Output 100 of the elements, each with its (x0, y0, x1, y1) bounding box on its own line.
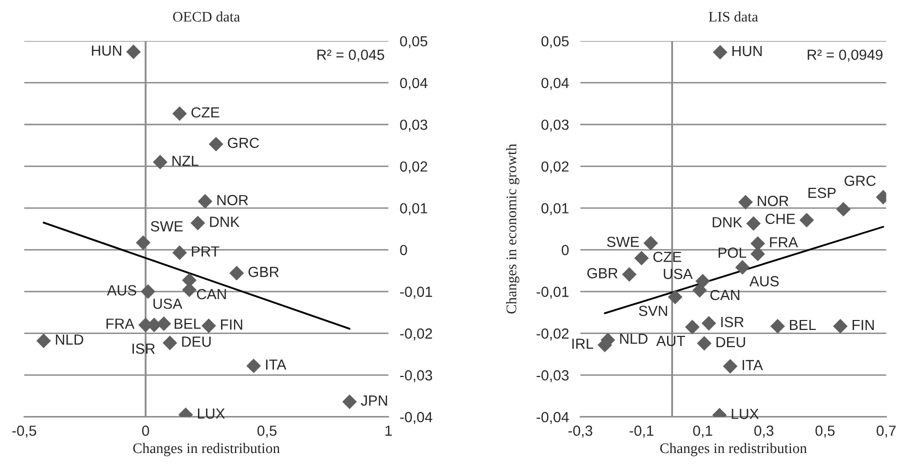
y-tick-label: 0,03 (541, 120, 569, 132)
point (750, 236, 766, 251)
point (722, 359, 738, 374)
annotation: FRA (770, 237, 798, 248)
annotation: SVN (638, 306, 668, 316)
y-tick-label: 0 (562, 244, 569, 256)
point (136, 235, 150, 250)
annotation: ISR (132, 344, 155, 354)
annotation: POL (718, 248, 746, 258)
annotation: AUT (656, 336, 686, 346)
annotation: USA (664, 268, 693, 280)
x-tick-label: -0,5 (12, 426, 36, 438)
point (208, 136, 224, 152)
annotation: CAN (197, 288, 226, 300)
point (685, 320, 700, 334)
annotation: FRA (106, 318, 134, 329)
annotation: CHE (766, 214, 795, 224)
point (836, 202, 851, 217)
point (140, 284, 156, 299)
annotation: JPN (360, 396, 388, 406)
y-tick-label: 0,01 (400, 203, 428, 216)
point (342, 394, 357, 410)
x-axis-title: Changes in redistribution (133, 442, 280, 456)
point (702, 316, 716, 331)
point (833, 318, 848, 334)
annotation: R² = 0,045 (317, 50, 384, 62)
y-tick-label: -0,04 (536, 412, 569, 424)
point (172, 106, 187, 121)
annotation: FIN (221, 320, 242, 330)
point (156, 316, 172, 331)
annotation: ISR (721, 316, 744, 328)
y-tick-label: 0,01 (541, 203, 569, 216)
point (750, 246, 766, 262)
annotation: ESP (808, 188, 836, 198)
point (634, 250, 649, 266)
point (712, 44, 728, 60)
point (692, 283, 707, 298)
annotation: DNK (712, 217, 742, 228)
x-tick-label: 0 (142, 426, 150, 436)
annotation: USA (154, 298, 182, 309)
y-tick-label: -0,01 (400, 286, 432, 299)
annotation: NZL (172, 156, 198, 166)
annotation: ITA (266, 360, 286, 370)
y-tick-label: -0,01 (536, 286, 569, 299)
point (746, 216, 761, 231)
y-tick-label: 0 (400, 244, 408, 256)
y-tick-label: 0,02 (400, 161, 428, 174)
annotation: BEL (790, 320, 816, 330)
annotation: ITA (742, 360, 763, 370)
annotation: R² = 0,0949 (808, 50, 882, 62)
point (36, 334, 51, 348)
point (668, 290, 682, 304)
x-tick-label: -0,1 (630, 426, 654, 438)
y-tick-label: 0,04 (541, 78, 569, 90)
chart-title: OECD data (173, 11, 240, 22)
y-tick-label: 0,04 (400, 78, 428, 90)
point (799, 212, 814, 228)
annotation: DEU (182, 336, 211, 347)
point (198, 194, 212, 209)
annotation: GBR (587, 268, 618, 278)
y-tick-label: 0,02 (541, 161, 569, 174)
annotation: CZE (653, 252, 682, 262)
annotation: AUS (106, 285, 136, 296)
annotation: LUX (198, 408, 225, 419)
annotation: GRC (228, 138, 259, 148)
annotation: CAN (710, 290, 740, 300)
point (735, 260, 750, 275)
annotation: HUN (92, 46, 122, 56)
annotation: NLD (620, 334, 648, 344)
y-tick-label: -0,02 (400, 328, 432, 340)
annotation: AUS (749, 276, 779, 286)
annotation: SWE (150, 221, 183, 232)
point (696, 336, 712, 351)
annotation: BEL (174, 318, 201, 329)
annotation: GRC (844, 176, 876, 186)
annotation: HUN (732, 46, 762, 56)
point (172, 245, 187, 260)
annotation: CZE (191, 107, 220, 118)
annotation: NOR (758, 196, 788, 206)
x-tick-label: -0,3 (568, 426, 592, 438)
y-tick-label: -0,02 (536, 328, 569, 340)
annotation: SWE (607, 236, 639, 248)
x-tick-label: 1 (385, 426, 392, 436)
x-axis-title: Changes in redistribution (660, 442, 807, 456)
y-tick-label: -0,04 (400, 412, 432, 424)
x-tick-label: 0,5 (257, 426, 277, 438)
x-tick-label: 0,7 (876, 426, 896, 438)
y-tick-label: 0,03 (400, 120, 428, 132)
y-tick-label: 0,05 (541, 36, 569, 48)
annotation: LUX (732, 408, 759, 420)
x-tick-label: 0,5 (815, 426, 835, 438)
point (246, 358, 261, 374)
x-tick-label: 0,1 (693, 426, 712, 438)
point (643, 236, 658, 250)
point (162, 336, 178, 350)
point (201, 318, 216, 334)
point (622, 267, 637, 282)
point (152, 154, 168, 170)
y-tick-label: -0,03 (400, 370, 432, 382)
point (190, 216, 206, 230)
